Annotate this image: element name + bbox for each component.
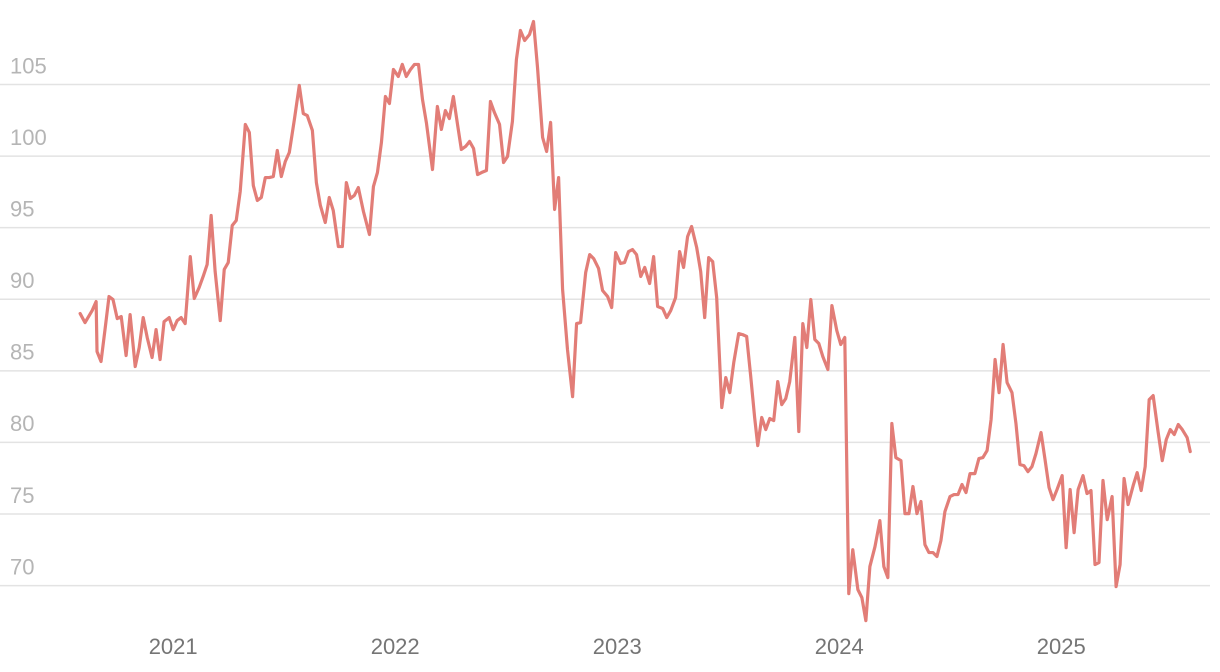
- y-tick-label: 90: [10, 268, 34, 293]
- x-tick-label: 2025: [1037, 634, 1086, 659]
- y-tick-label: 105: [10, 53, 47, 78]
- x-tick-label: 2021: [149, 634, 198, 659]
- line: [78, 19, 1192, 623]
- x-tick-label: 2023: [593, 634, 642, 659]
- y-tick-label: 100: [10, 125, 47, 150]
- y-tick-label: 70: [10, 554, 34, 579]
- x-tick-label: 2024: [815, 634, 864, 659]
- y-tick-label: 75: [10, 483, 34, 508]
- y-tick-label: 80: [10, 411, 34, 436]
- y-tick-label: 95: [10, 196, 34, 221]
- y-tick-label: 85: [10, 340, 34, 365]
- x-tick-label: 2022: [371, 634, 420, 659]
